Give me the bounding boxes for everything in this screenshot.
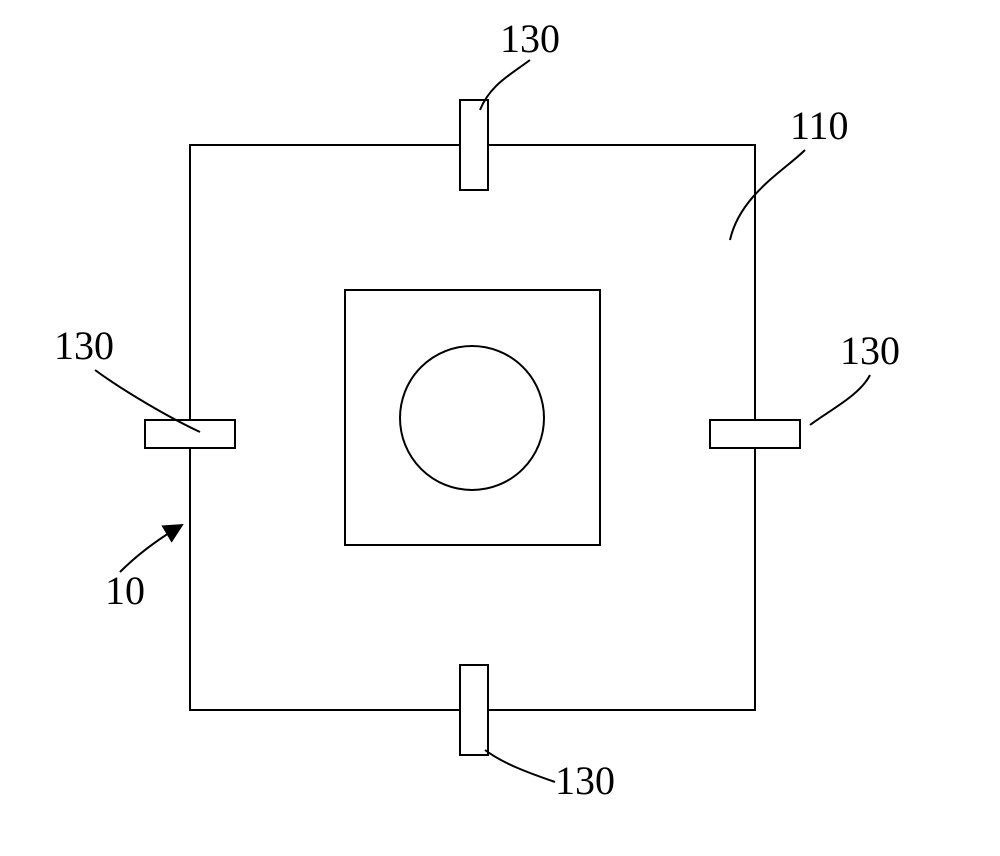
leader-130-right [810,375,870,425]
leader-arrow-10 [120,525,182,572]
tab-right [710,420,800,448]
outer-square [190,145,755,710]
label-130-left: 130 [54,323,114,368]
label-130-bottom: 130 [555,758,615,803]
tab-left [145,420,235,448]
tab-bottom [460,665,488,755]
center-circle [400,346,544,490]
label-130: 130 [500,16,560,61]
leader-130-bottom [485,750,555,782]
tab-top [460,100,488,190]
label-130-right: 130 [840,328,900,373]
label-110: 110 [790,103,849,148]
label-10: 10 [105,568,145,613]
leader-110 [730,150,805,240]
inner-square [345,290,600,545]
